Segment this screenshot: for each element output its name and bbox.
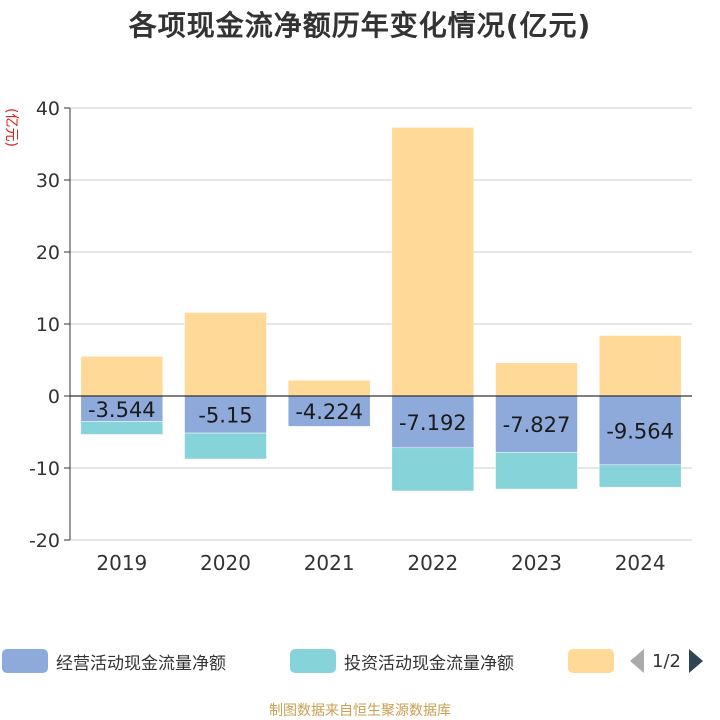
legend-swatch-third: [568, 649, 614, 673]
data-label: -5.15: [198, 404, 252, 428]
x-tick-label: 2021: [304, 551, 355, 575]
legend-pager: 1/2: [630, 649, 703, 673]
bar-3-2021: [287, 379, 371, 397]
bar-2-2020: [184, 432, 267, 460]
bar-2-2022: [391, 447, 475, 492]
bar-1-2022: [391, 395, 475, 449]
y-tick-label: 0: [48, 386, 60, 408]
y-tick-label: 40: [36, 98, 60, 120]
bar-2-2023: [495, 452, 578, 490]
x-tick-label: 2019: [96, 551, 147, 575]
data-label: -4.224: [295, 400, 363, 424]
bar-3-2023: [495, 362, 578, 397]
bar-1-2023: [495, 395, 578, 453]
x-tick-label: 2024: [615, 551, 666, 575]
bar-3-2020: [184, 312, 267, 397]
x-tick-label: 2022: [407, 551, 458, 575]
data-source-note: 制图数据来自恒生聚源数据库: [269, 703, 451, 719]
bar-3-2022: [391, 127, 475, 397]
legend-swatch-operating: [2, 649, 48, 673]
bar-3-2024: [598, 335, 682, 397]
data-label: -7.827: [503, 413, 571, 437]
bar-1-2024: [598, 395, 682, 466]
legend: 经营活动现金流量净额 投资活动现金流量净额 1/2: [0, 645, 720, 677]
legend-item-third[interactable]: [568, 645, 622, 677]
chart-title: 各项现金流净额历年变化情况(亿元): [128, 9, 592, 42]
legend-page-indicator: 1/2: [652, 650, 681, 672]
y-tick-label: 20: [36, 242, 60, 264]
y-tick-label: 30: [36, 170, 60, 192]
x-tick-label: 2020: [200, 551, 251, 575]
legend-next-arrow-icon[interactable]: [688, 649, 703, 673]
bar-2-2024: [598, 464, 682, 488]
legend-label-investing: 投资活动现金流量净额: [344, 653, 514, 674]
y-tick-label: 10: [36, 314, 60, 336]
bar-2-2019: [80, 421, 164, 435]
legend-item-investing[interactable]: 投资活动现金流量净额: [290, 645, 514, 677]
bar-chart: 40 30 20 10 0 -10 -20 -3.544 -5.15 -4.224 -7.192 -7…: [29, 98, 692, 575]
legend-item-operating[interactable]: 经营活动现金流量净额: [2, 645, 226, 677]
y-tick-label: -20: [29, 530, 60, 552]
data-label: -7.192: [399, 411, 467, 435]
data-label: -9.564: [606, 419, 674, 443]
x-tick-label: 2023: [511, 551, 562, 575]
data-label: -3.544: [88, 398, 156, 422]
legend-label-operating: 经营活动现金流量净额: [56, 653, 226, 674]
legend-swatch-investing: [290, 649, 336, 673]
legend-prev-arrow-icon[interactable]: [630, 649, 644, 673]
y-tick-label: -10: [29, 458, 60, 480]
bar-3-2019: [80, 356, 164, 397]
